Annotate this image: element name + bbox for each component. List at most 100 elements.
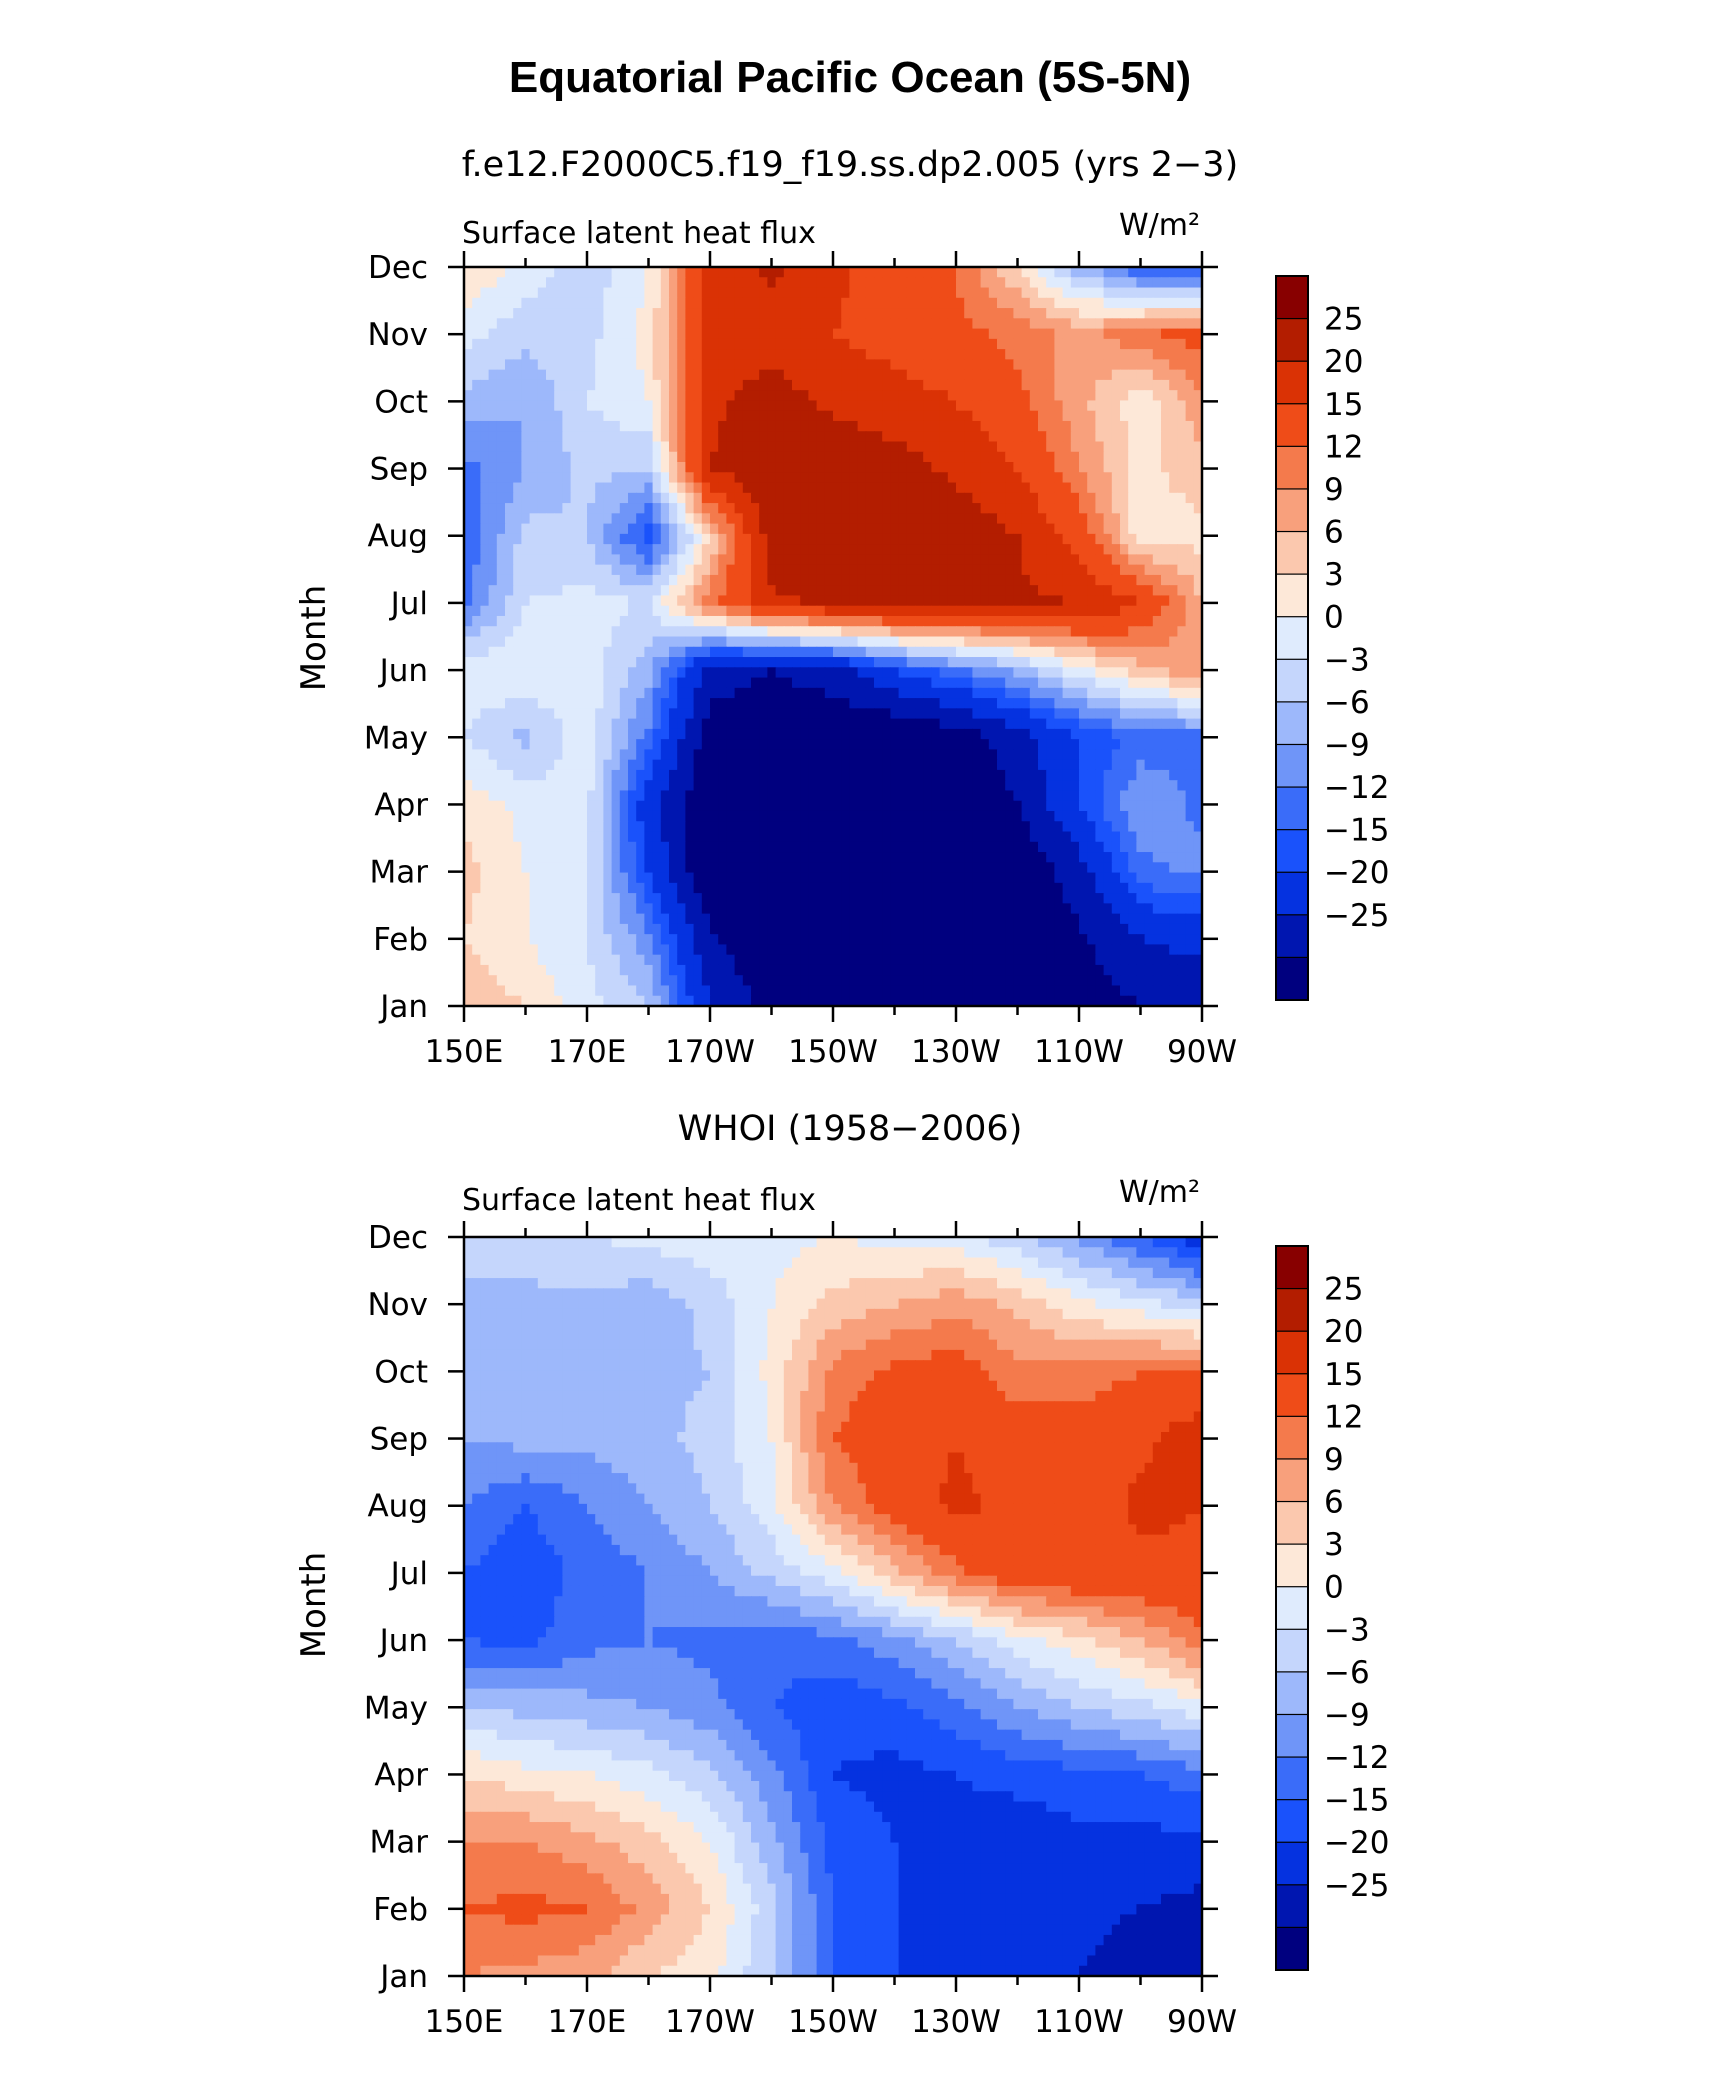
heatmap-cell [1161,513,1170,525]
heatmap-cell [792,636,801,648]
heatmap-cell [546,749,555,761]
heatmap-cell [956,800,965,812]
heatmap-cell [1177,441,1187,453]
heatmap-cell [1185,441,1195,453]
heatmap-cell [824,790,834,802]
heatmap-cell [997,698,1006,709]
heatmap-cell [1095,328,1105,340]
heatmap-cell [1193,472,1203,484]
heatmap-cell [1095,267,1105,278]
heatmap-cell [570,338,580,350]
heatmap-cell [1169,554,1178,566]
heatmap-cell [628,379,637,391]
heatmap-cell [718,636,727,648]
heatmap-cell [964,615,973,627]
heatmap-cell [800,441,809,453]
heatmap-cell [947,728,957,740]
heatmap-cell [759,400,768,412]
heatmap-cell [808,503,818,514]
heatmap-cell [1005,605,1014,617]
heatmap-cell [972,297,982,309]
heatmap-cell [1193,379,1203,391]
heatmap-cell [496,728,506,740]
heatmap-cell [1128,267,1137,278]
heatmap-cell [800,718,809,730]
heatmap-cell [1046,277,1055,289]
heatmap-cell [931,749,941,761]
heatmap-cell [710,523,719,535]
heatmap-cell [906,359,916,371]
heatmap-cell [603,595,613,607]
heatmap-cell [808,338,818,350]
heatmap-cell [1103,605,1113,617]
heatmap-cell [578,410,588,422]
heatmap-cell [833,687,842,699]
heatmap-cell [1128,708,1137,720]
heatmap-cell [1079,277,1088,289]
heatmap-cell [1005,646,1014,658]
heatmap-cell [988,636,998,648]
heatmap-cell [1161,287,1170,299]
heatmap-cell [619,267,629,278]
heatmap-cell [742,400,752,412]
heatmap-cell [1070,698,1080,709]
heatmap-cell [726,615,736,627]
heatmap-cell [1152,636,1162,648]
heatmap-cell [701,564,711,576]
heatmap-cell [1136,318,1146,330]
heatmap-cell [1029,780,1039,792]
heatmap-cell [1021,821,1031,833]
heatmap-cell [734,420,744,432]
heatmap-cell [1111,523,1121,535]
heatmap-cell [939,451,949,463]
heatmap-cell [1087,462,1096,473]
heatmap-cell [603,431,613,443]
heatmap-cell [988,564,998,576]
heatmap-cell [923,554,932,566]
heatmap-cell [505,605,514,617]
heatmap-cell [800,626,809,638]
heatmap-cell [693,574,703,586]
heatmap-cell [611,810,621,822]
heatmap-cell [710,349,719,360]
heatmap-cell [669,636,678,648]
heatmap-cell [751,574,760,586]
heatmap-cell [767,390,777,402]
heatmap-cell [1087,420,1096,432]
heatmap-cell [808,769,818,781]
heatmap-cell [693,595,703,607]
heatmap-cell [529,308,539,319]
heatmap-cell [874,503,883,514]
heatmap-cell [775,420,785,432]
heatmap-cell [1169,533,1178,545]
heatmap-cell [628,636,637,648]
heatmap-cell [636,585,645,597]
heatmap-cell [685,462,695,473]
heatmap-cell [972,585,982,597]
heatmap-cell [554,769,563,781]
heatmap-cell [1021,667,1031,679]
heatmap-cell [1103,503,1113,514]
heatmap-cell [505,451,514,463]
heatmap-cell [915,769,924,781]
heatmap-cell [956,277,965,289]
heatmap-cell [595,739,604,750]
heatmap-cell [833,513,842,525]
heatmap-cell [1120,595,1129,607]
heatmap-cell [1136,728,1146,740]
heatmap-cell [537,379,547,391]
heatmap-cell [652,698,662,709]
heatmap-cell [824,615,834,627]
heatmap-cell [677,318,686,330]
heatmap-cell [652,728,662,740]
heatmap-cell [677,554,686,566]
heatmap-cell [1103,728,1113,740]
heatmap-cell [742,503,752,514]
heatmap-cell [767,564,777,576]
heatmap-cell [496,574,506,586]
heatmap-cell [1136,462,1146,473]
heatmap-cell [652,769,662,781]
heatmap-cell [1128,308,1137,319]
heatmap-cell [997,277,1006,289]
heatmap-cell [1177,410,1187,422]
